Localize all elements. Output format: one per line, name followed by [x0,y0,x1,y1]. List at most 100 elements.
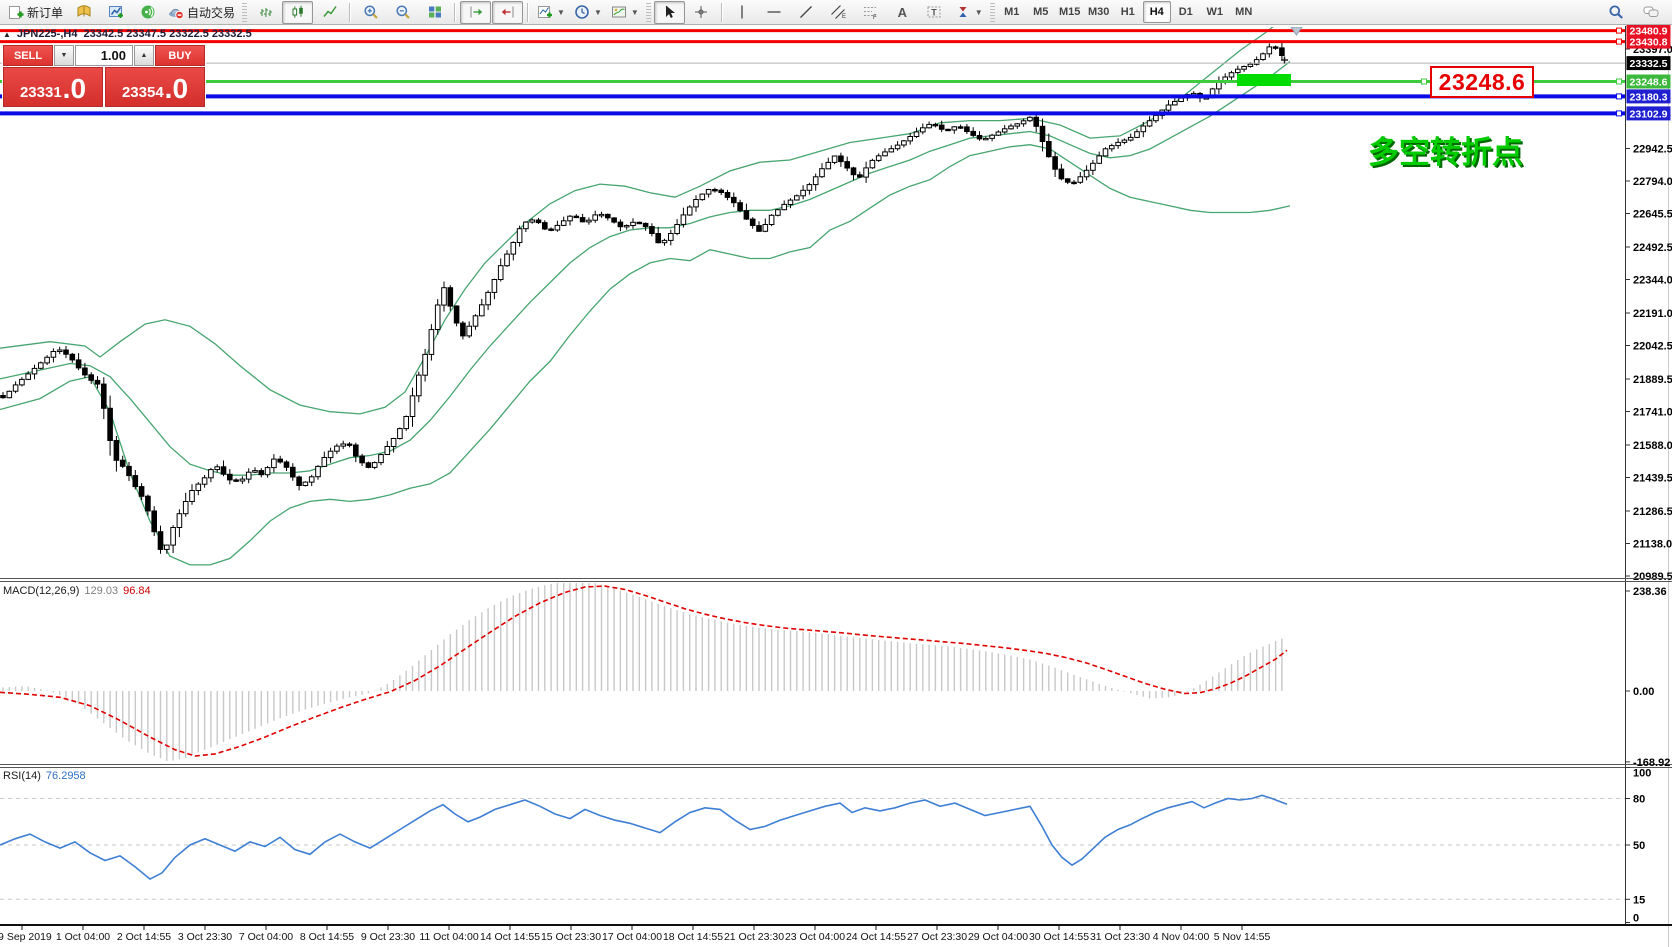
toolbar-grip [645,2,651,22]
trendline-icon [800,6,813,18]
timeframe-m1-button[interactable]: M1 [1004,6,1020,18]
svg-text:17 Oct 04:00: 17 Oct 04:00 [602,931,662,943]
buy-price-button[interactable]: 23354 .0 [105,67,205,107]
cursor-tool-button[interactable] [653,0,685,24]
fibonacci-icon: F [864,7,877,20]
signals-button[interactable] [132,1,163,24]
text-label-tool-button[interactable]: T [919,1,950,24]
trendline-tool-button[interactable] [791,1,822,24]
bar-chart-icon [259,8,272,17]
sell-price-fraction: .0 [62,73,87,104]
toolbar-grip [242,2,248,22]
volume-input[interactable]: 1.00 [75,45,133,66]
timeframe-d1-button[interactable]: D1 [1178,6,1193,18]
zoom-in-button[interactable] [355,1,386,24]
chart-shift-button[interactable] [492,0,524,24]
svg-text:22492.5: 22492.5 [1633,242,1672,254]
svg-text:14 Oct 14:55: 14 Oct 14:55 [480,931,540,943]
timeframe-mn-button[interactable]: MN [1235,6,1253,18]
line-chart-button[interactable] [314,1,345,24]
svg-text:0: 0 [1633,913,1639,925]
buy-price-fraction: .0 [164,73,189,104]
svg-text:18 Oct 14:55: 18 Oct 14:55 [663,931,723,943]
chart-shift-icon [501,6,514,18]
macd-signal-value: 96.84 [123,585,151,597]
journal-icon [77,5,91,17]
svg-text:21286.5: 21286.5 [1633,506,1672,518]
svg-text:21588.0: 21588.0 [1633,440,1672,452]
tile-windows-button[interactable] [419,1,450,24]
timeframe-m30-button[interactable]: M30 [1088,6,1110,18]
new-order-label: 新订单 [27,5,64,20]
sell-button[interactable]: SELL [3,45,53,66]
volume-decrease-button[interactable]: ▼ [54,45,74,66]
journal-button[interactable] [68,1,99,24]
macd-pane-label: MACD(12,26,9) 129.03 96.84 [3,585,151,597]
turning-point-annotation: 多空转折点 [1368,135,1523,170]
svg-text:22191.0: 22191.0 [1633,308,1672,320]
market-watch-button[interactable] [100,1,131,24]
sell-price-button[interactable]: 23331 .0 [3,67,103,107]
chat-icon [1643,6,1658,17]
search-button[interactable] [1600,1,1631,24]
dropdown-caret-icon: ▼ [557,7,565,17]
timeframe-m5-button[interactable]: M5 [1033,6,1049,18]
periods-button[interactable]: ▼ [570,1,606,24]
svg-text:-168.92: -168.92 [1633,757,1670,769]
rsi-value: 76.2958 [45,770,86,782]
crosshair-tool-button[interactable] [686,1,717,24]
text-tool-button[interactable]: A [887,1,918,24]
svg-text:24 Oct 14:55: 24 Oct 14:55 [846,931,906,943]
svg-text:22344.0: 22344.0 [1633,275,1672,287]
templates-button[interactable]: ▼ [607,1,643,24]
arrows-tool-button[interactable]: ▼ [951,1,987,24]
auto-scroll-icon [470,6,482,18]
crosshair-icon [695,6,708,18]
new-order-icon [9,6,24,19]
timeframe-h4-button[interactable]: H4 [1142,1,1171,23]
svg-text:238.36: 238.36 [1633,586,1667,598]
dropdown-caret-icon: ▼ [630,7,639,17]
candlestick-chart-icon [292,5,303,18]
svg-text:22942.5: 22942.5 [1633,144,1672,156]
text-tool-icon: A [897,4,907,20]
zoom-out-button[interactable] [387,1,418,24]
svg-text:22645.5: 22645.5 [1633,209,1672,221]
svg-text:29 Sep 2019: 29 Sep 2019 [0,931,52,943]
autotrade-label: 自动交易 [187,5,236,20]
timeframe-h1-button[interactable]: H1 [1120,6,1135,18]
toolbar-separator [349,2,352,22]
autotrade-button[interactable]: 自动交易 [164,1,239,24]
svg-text:80: 80 [1633,794,1645,806]
equidistant-channel-icon: E [831,5,846,20]
indicators-icon [538,6,553,18]
chat-button[interactable] [1635,1,1666,24]
ohlc-values: 23342.5 23347.5 23322.5 23332.5 [83,28,252,40]
collapse-triangle-icon[interactable]: ▲ [3,29,11,39]
text-label-icon: T [927,6,941,18]
horizontal-line-tool-button[interactable] [759,1,790,24]
volume-increase-button[interactable]: ▲ [134,45,154,66]
auto-scroll-button[interactable] [460,0,492,24]
svg-text:22042.5: 22042.5 [1633,341,1672,353]
indicators-button[interactable]: ▼ [533,1,569,24]
vertical-line-tool-button[interactable] [727,1,758,24]
candlestick-chart-button[interactable] [282,0,314,24]
svg-text:29 Oct 04:00: 29 Oct 04:00 [968,931,1028,943]
fibonacci-tool-button[interactable]: F [855,1,886,24]
price-callout-box[interactable]: 23248.6 [1430,66,1534,98]
svg-text:15 Oct 23:30: 15 Oct 23:30 [541,931,601,943]
svg-text:11 Oct 04:00: 11 Oct 04:00 [419,931,479,943]
svg-text:23 Oct 04:00: 23 Oct 04:00 [785,931,845,943]
svg-text:22794.0: 22794.0 [1633,176,1672,188]
bar-chart-button[interactable] [250,1,281,24]
timeframe-m15-button[interactable]: M15 [1059,6,1081,18]
new-order-button[interactable]: 新订单 [4,1,67,24]
buy-button[interactable]: BUY [155,45,205,66]
timeframe-w1-button[interactable]: W1 [1206,6,1223,18]
templates-icon [611,6,626,18]
channel-tool-button[interactable]: E [823,1,854,24]
svg-text:8 Oct 14:55: 8 Oct 14:55 [300,931,354,943]
zoom-in-icon [363,5,378,19]
